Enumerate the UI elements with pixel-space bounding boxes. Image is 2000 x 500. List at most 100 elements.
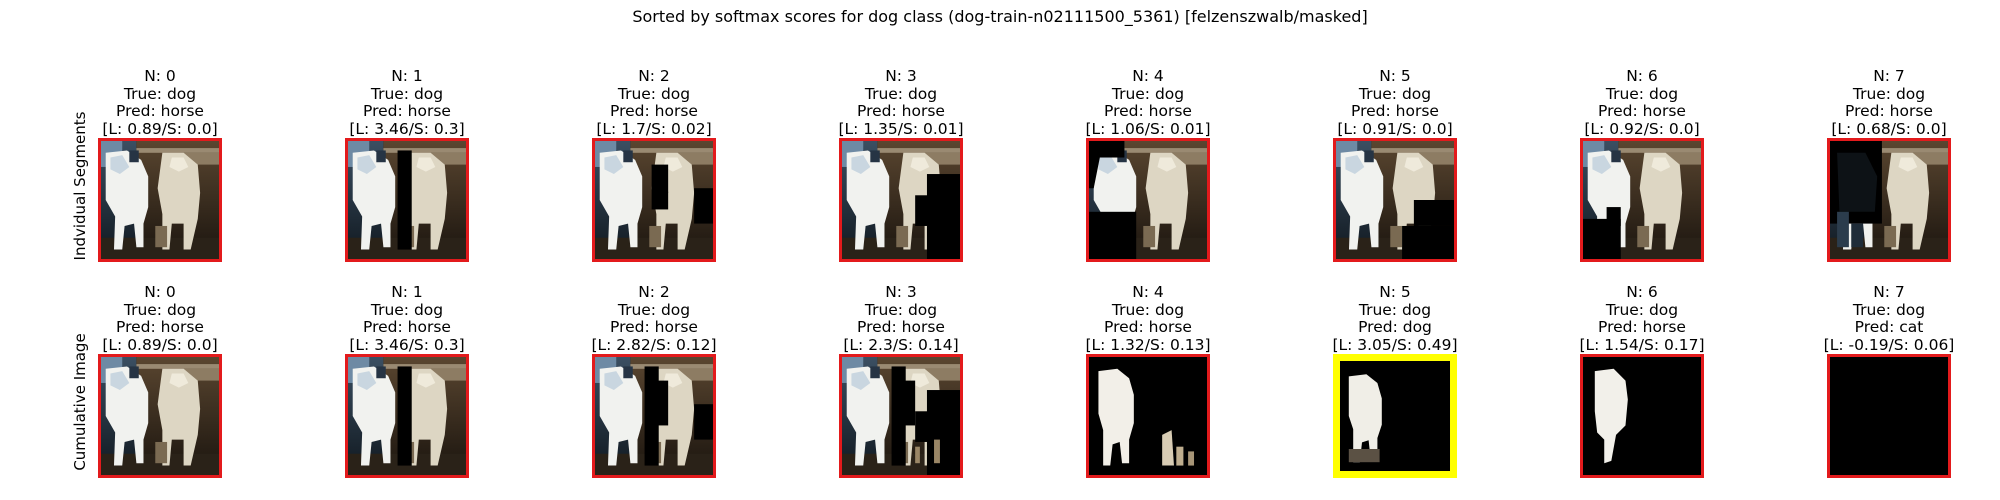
thumbnail-image [1830, 141, 1948, 259]
score-label: [L: 0.91/S: 0.0] [1337, 119, 1453, 138]
segment-thumbnail [1086, 138, 1210, 262]
segment-index: N: 6 [1626, 283, 1658, 301]
caption-block: N: 3 True: dog Pred: horse [L: 2.3/S: 0.14] [839, 283, 963, 354]
segment-index: N: 7 [1873, 67, 1905, 85]
caption-block: N: 4 True: dog Pred: horse [L: 1.32/S: 0.13… [1085, 283, 1210, 354]
predicted-label: Pred: horse [1104, 102, 1192, 121]
score-label: [L: 3.46/S: 0.3] [349, 119, 465, 138]
thumbnail-image [1336, 141, 1454, 259]
true-label: True: dog [864, 84, 938, 103]
score-label: [L: -0.19/S: 0.06] [1823, 335, 1955, 354]
segment-thumbnail [1580, 354, 1704, 478]
score-label: [L: 2.82/S: 0.12] [591, 335, 717, 354]
score-label: [L: 0.89/S: 0.0] [102, 119, 218, 138]
predicted-label: Pred: horse [116, 102, 204, 121]
predicted-label: Pred: horse [363, 102, 451, 121]
caption-block: N: 3 True: dog Pred: horse [L: 1.35/S: 0.01… [838, 67, 963, 138]
segment-thumbnail [1333, 138, 1457, 262]
predicted-label: Pred: horse [1351, 102, 1439, 121]
score-label: [L: 0.68/S: 0.0] [1831, 119, 1947, 138]
segment-index: N: 0 [144, 283, 176, 301]
predicted-label: Pred: horse [610, 102, 698, 121]
predicted-label: Pred: horse [1104, 318, 1192, 337]
segment-index: N: 3 [885, 67, 917, 85]
thumbnail-image [348, 357, 466, 475]
true-label: True: dog [864, 300, 938, 319]
true-label: True: dog [1111, 300, 1185, 319]
segment-thumbnail [1827, 138, 1951, 262]
predicted-label: Pred: horse [363, 318, 451, 337]
score-label: [L: 1.7/S: 0.02] [596, 119, 712, 138]
true-label: True: dog [1605, 84, 1679, 103]
true-label: True: dog [617, 84, 691, 103]
true-label: True: dog [370, 84, 444, 103]
true-label: True: dog [617, 300, 691, 319]
caption-block: N: 0 True: dog Pred: horse [L: 0.89/S: 0.0] [98, 67, 222, 138]
segment-thumbnail [592, 138, 716, 262]
score-label: [L: 3.46/S: 0.3] [349, 335, 465, 354]
predicted-label: Pred: horse [116, 318, 204, 337]
predicted-label: Pred: cat [1854, 318, 1924, 337]
caption-block: N: 6 True: dog Pred: horse [L: 0.92/S: 0.0] [1580, 67, 1704, 138]
caption-block: N: 2 True: dog Pred: horse [L: 2.82/S: 0.12… [591, 283, 716, 354]
caption-block: N: 6 True: dog Pred: horse [L: 1.54/S: 0.17… [1579, 283, 1704, 354]
predicted-label: Pred: horse [610, 318, 698, 337]
caption-block: N: 7 True: dog Pred: horse [L: 0.68/S: 0.0] [1827, 67, 1951, 138]
caption-block: N: 1 True: dog Pred: horse [L: 3.46/S: 0.3] [345, 283, 469, 354]
segment-thumbnail [345, 354, 469, 478]
segment-index: N: 4 [1132, 283, 1164, 301]
true-label: True: dog [123, 300, 197, 319]
predicted-label: Pred: horse [857, 318, 945, 337]
segment-index: N: 6 [1626, 67, 1658, 85]
caption-block: N: 7 True: dog Pred: cat [L: -0.19/S: 0.06] [1824, 283, 1955, 354]
figure-title: Sorted by softmax scores for dog class (… [632, 7, 1368, 26]
caption-block: N: 1 True: dog Pred: horse [L: 3.46/S: 0.3] [345, 67, 469, 138]
segment-thumbnail [839, 354, 963, 478]
caption-block: N: 5 True: dog Pred: horse [L: 0.91/S: 0.0] [1333, 67, 1457, 138]
caption-block: N: 4 True: dog Pred: horse [L: 1.06/S: 0.01… [1085, 67, 1210, 138]
thumbnail-image [842, 141, 960, 259]
thumbnail-image [348, 141, 466, 259]
true-label: True: dog [123, 84, 197, 103]
true-label: True: dog [1852, 84, 1926, 103]
segment-thumbnail [1827, 354, 1951, 478]
segment-index: N: 3 [885, 283, 917, 301]
segment-index: N: 7 [1873, 283, 1905, 301]
thumbnail-image [101, 141, 219, 259]
segment-index: N: 1 [391, 283, 423, 301]
caption-block: N: 0 True: dog Pred: horse [L: 0.89/S: 0.0] [98, 283, 222, 354]
segment-thumbnail-selected [1333, 354, 1457, 478]
thumbnail-image [595, 357, 713, 475]
score-label: [L: 0.89/S: 0.0] [102, 335, 218, 354]
thumbnail-image [1583, 357, 1701, 475]
thumbnail-image [842, 357, 960, 475]
true-label: True: dog [1605, 300, 1679, 319]
caption-block: N: 2 True: dog Pred: horse [L: 1.7/S: 0.02] [592, 67, 716, 138]
segment-index: N: 2 [638, 283, 670, 301]
score-label: [L: 0.92/S: 0.0] [1584, 119, 1700, 138]
thumbnail-image [595, 141, 713, 259]
predicted-label: Pred: horse [857, 102, 945, 121]
true-label: True: dog [1358, 300, 1432, 319]
predicted-label: Pred: horse [1598, 318, 1686, 337]
thumbnail-image [101, 357, 219, 475]
score-label: [L: 1.35/S: 0.01] [838, 119, 964, 138]
segment-thumbnail [839, 138, 963, 262]
true-label: True: dog [1852, 300, 1926, 319]
segment-thumbnail [592, 354, 716, 478]
segment-thumbnail [98, 354, 222, 478]
true-label: True: dog [1111, 84, 1185, 103]
score-label: [L: 1.32/S: 0.13] [1085, 335, 1211, 354]
thumbnail-image [1089, 357, 1207, 475]
thumbnail-image [1583, 141, 1701, 259]
predicted-label: Pred: horse [1598, 102, 1686, 121]
thumbnail-image [1340, 361, 1450, 471]
segment-thumbnail [345, 138, 469, 262]
predicted-label: Pred: horse [1845, 102, 1933, 121]
score-label: [L: 1.54/S: 0.17] [1579, 335, 1705, 354]
caption-block: N: 5 True: dog Pred: dog [L: 3.05/S: 0.49] [1332, 283, 1457, 354]
predicted-label: Pred: dog [1358, 318, 1432, 337]
segment-index: N: 0 [144, 67, 176, 85]
true-label: True: dog [370, 300, 444, 319]
segment-index: N: 5 [1379, 67, 1411, 85]
